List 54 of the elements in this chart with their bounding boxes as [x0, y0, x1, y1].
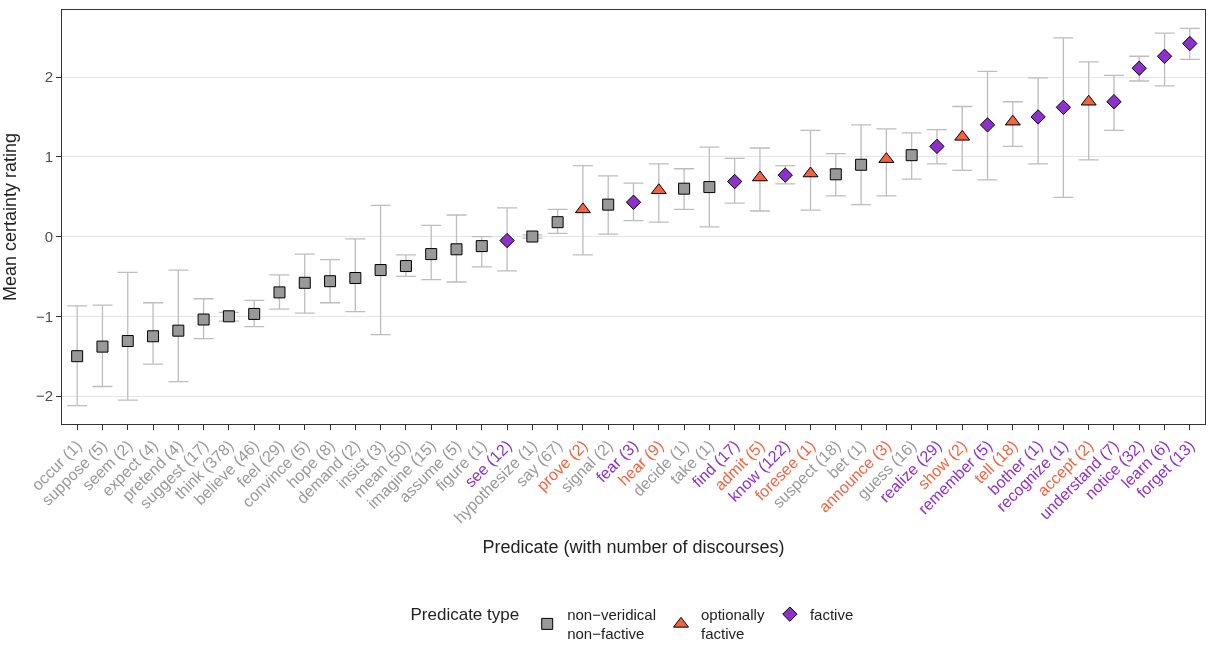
point — [625, 194, 642, 210]
legend-label: optionally factive — [701, 605, 765, 643]
y-tick-label: −1 — [35, 307, 53, 325]
point — [954, 129, 971, 141]
point — [324, 275, 337, 288]
point — [121, 335, 134, 348]
point — [425, 248, 438, 261]
point — [1030, 109, 1046, 125]
point — [399, 260, 412, 273]
point — [678, 182, 691, 195]
point — [248, 307, 261, 320]
point — [802, 166, 819, 178]
point — [703, 181, 716, 194]
point — [574, 202, 591, 214]
point — [349, 272, 362, 285]
point — [273, 286, 286, 299]
y-tick-label: 1 — [44, 148, 53, 166]
legend-label: non−veridical non−factive — [567, 605, 656, 643]
y-axis-title: Mean certainty rating — [0, 132, 20, 302]
point — [1106, 94, 1122, 110]
point — [172, 324, 185, 337]
y-tick-label: 0 — [44, 227, 53, 245]
point — [499, 232, 515, 249]
point — [829, 168, 842, 181]
legend-title: Predicate type — [410, 604, 520, 624]
point — [979, 117, 996, 133]
y-tick-label: −2 — [35, 387, 53, 405]
point — [650, 183, 667, 195]
point — [374, 264, 387, 277]
point — [450, 243, 463, 256]
point — [222, 310, 235, 323]
point — [751, 170, 768, 182]
x-axis-title: Predicate (with number of discourses) — [482, 537, 785, 558]
point — [855, 158, 868, 171]
point — [298, 276, 311, 289]
point — [1080, 94, 1097, 106]
point — [71, 350, 84, 363]
point — [905, 149, 918, 162]
legend-label: factive — [809, 605, 854, 623]
point — [147, 330, 160, 343]
point — [929, 138, 945, 155]
point — [96, 340, 109, 353]
point — [197, 313, 210, 326]
point — [1004, 114, 1021, 126]
point — [1182, 35, 1198, 52]
point — [602, 198, 615, 211]
point — [475, 240, 488, 253]
point — [1055, 99, 1072, 115]
point — [1131, 60, 1147, 76]
y-tick-label: 2 — [44, 68, 53, 86]
point — [727, 173, 743, 190]
point — [526, 230, 539, 243]
point — [551, 216, 564, 229]
point — [1156, 48, 1173, 64]
